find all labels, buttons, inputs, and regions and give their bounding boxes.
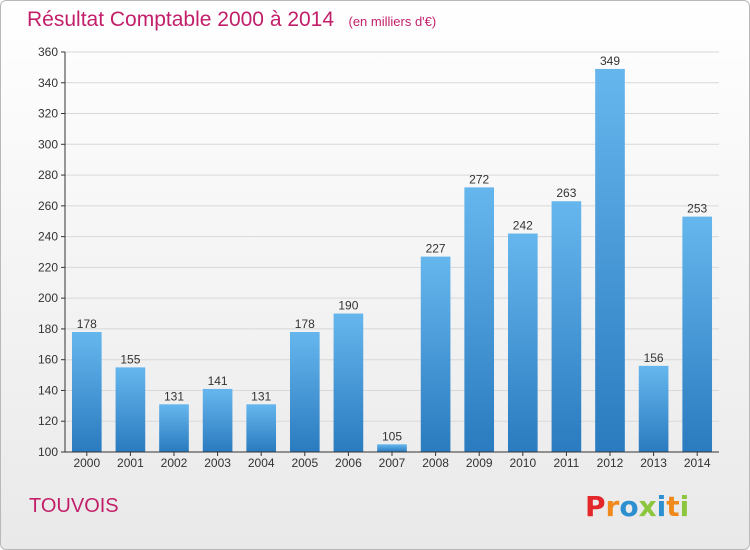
value-label: 155 — [120, 352, 140, 366]
bar-2007 — [377, 444, 407, 452]
bars — [71, 68, 713, 452]
x-tick-label: 2000 — [73, 456, 100, 470]
logo-letter: r — [605, 490, 620, 523]
value-label: 141 — [208, 374, 228, 388]
value-label: 242 — [513, 219, 533, 233]
value-label: 227 — [426, 242, 446, 256]
y-tick-label: 320 — [38, 107, 58, 121]
bar-2006 — [333, 313, 364, 452]
value-label: 178 — [77, 317, 97, 331]
y-tick-label: 300 — [38, 137, 58, 151]
bar-2001 — [115, 367, 146, 452]
value-label: 105 — [382, 429, 402, 443]
y-tick-label: 120 — [38, 414, 58, 428]
value-label: 156 — [644, 351, 664, 365]
x-tick-label: 2010 — [509, 456, 536, 470]
value-label: 272 — [469, 172, 489, 186]
logo-letter: t — [666, 490, 680, 523]
logo-letter: P — [585, 490, 606, 523]
title-row: Résultat Comptable 2000 à 2014 (en milli… — [27, 8, 436, 32]
x-tick-label: 2005 — [291, 456, 318, 470]
y-tick-label: 220 — [38, 260, 58, 274]
y-tick-label: 140 — [38, 383, 58, 397]
value-label: 178 — [295, 317, 315, 331]
x-tick-label: 2007 — [379, 456, 406, 470]
y-tick-label: 360 — [38, 45, 58, 59]
value-label: 253 — [687, 202, 707, 216]
value-label: 190 — [338, 299, 358, 313]
y-tick-label: 200 — [38, 291, 58, 305]
bar-2012 — [595, 68, 625, 452]
value-label: 131 — [251, 389, 271, 403]
logo-letter: o — [619, 490, 639, 523]
y-tick-label: 160 — [38, 353, 58, 367]
y-tick-label: 280 — [38, 168, 58, 182]
chart-title: Résultat Comptable 2000 à 2014 — [27, 8, 335, 31]
x-tick-label: 2013 — [640, 456, 667, 470]
y-tick-label: 260 — [38, 199, 58, 213]
y-tick-label: 240 — [38, 230, 58, 244]
axes: 100 120 140 160 180 200 220 240 260 280 300 320 340 3… — [38, 45, 719, 470]
bar-2009 — [464, 187, 495, 452]
bar-2000 — [71, 332, 102, 452]
x-tick-label: 2002 — [161, 456, 188, 470]
bar-2003 — [202, 388, 233, 452]
bar-2010 — [507, 233, 538, 452]
bar-2008 — [420, 256, 451, 452]
x-tick-label: 2012 — [597, 456, 624, 470]
value-label: 131 — [164, 389, 184, 403]
y-tick-label: 340 — [38, 76, 58, 90]
logo-letter: i — [656, 490, 667, 523]
value-label: 349 — [600, 54, 620, 68]
x-tick-label: 2011 — [553, 456, 579, 470]
y-tick-label: 100 — [38, 445, 58, 459]
value-labels: 178 155 131 141 131 178 190 105 227 272 242 263 349 1… — [77, 54, 708, 443]
bar-2002 — [159, 404, 189, 452]
y-tick-label: 180 — [38, 322, 58, 336]
proxiti-logo[interactable]: Proxiti — [585, 490, 689, 523]
x-tick-label: 2003 — [204, 456, 231, 470]
value-label: 263 — [556, 186, 576, 200]
bar-2004 — [246, 404, 277, 452]
x-tick-label: 2014 — [684, 456, 711, 470]
logo-letter: i — [679, 490, 690, 523]
chart-subtitle: (en milliers d'€) — [348, 14, 437, 29]
logo-letter: x — [638, 490, 657, 523]
bar-2013 — [638, 365, 669, 452]
x-tick-label: 2006 — [335, 456, 362, 470]
x-tick-label: 2008 — [422, 456, 449, 470]
bar-2014 — [682, 216, 713, 452]
x-tick-label: 2009 — [466, 456, 493, 470]
bar-2011 — [551, 201, 582, 452]
x-tick-label: 2001 — [117, 456, 144, 470]
commune-name: TOUVOIS — [29, 495, 119, 517]
bar-2005 — [289, 332, 320, 452]
x-tick-label: 2004 — [248, 456, 275, 470]
